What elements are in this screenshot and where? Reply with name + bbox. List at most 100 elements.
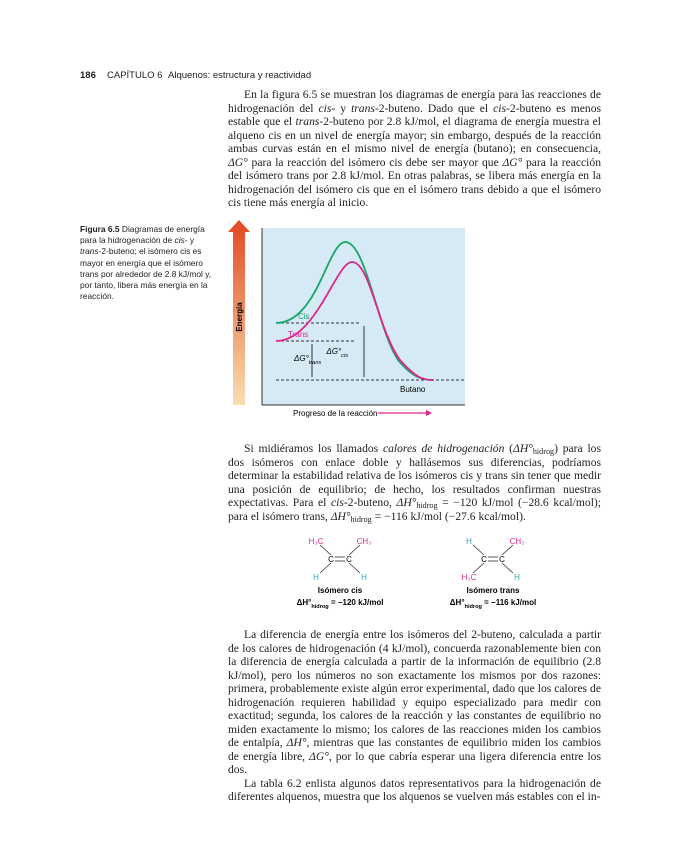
y-axis-label: Energía bbox=[235, 302, 244, 332]
text-segment: -2-buteno es menos estable que el bbox=[228, 101, 602, 129]
text-segment: calores de hidrogenación bbox=[382, 442, 505, 455]
substituent: H₃C bbox=[462, 573, 477, 582]
substituent: H₃C bbox=[309, 537, 324, 546]
carbon: C bbox=[499, 555, 505, 564]
substituent: H bbox=[466, 537, 472, 546]
carbon: C bbox=[346, 555, 352, 564]
delta-g-trans: ΔG°trans bbox=[293, 354, 321, 366]
text-segment: La tabla 6.2 enlista algunos datos repre… bbox=[228, 776, 601, 804]
text-segment: ΔG° bbox=[309, 749, 329, 763]
paragraph: Si midiéramos los llamados calores de hi… bbox=[228, 442, 601, 523]
bond bbox=[319, 544, 332, 556]
text-segment: ΔH° bbox=[297, 598, 312, 607]
text-segment: ΔG° bbox=[293, 354, 310, 363]
text-segment: ΔG° bbox=[228, 155, 248, 169]
figure-caption: Figura 6.5 Diagramas de energía para la … bbox=[80, 224, 212, 302]
substituent: H bbox=[514, 573, 520, 582]
text-segment: ΔH° bbox=[286, 736, 307, 749]
substituent: CH₃ bbox=[510, 537, 525, 546]
text-segment: -2-buteno; el isómero cis es mayor en en… bbox=[80, 246, 212, 302]
text-segment: cis- bbox=[174, 235, 188, 246]
curve-label: Cis bbox=[298, 312, 310, 321]
text-segment: cis bbox=[331, 496, 344, 509]
text-segment: ΔH° bbox=[450, 598, 465, 607]
carbon: C bbox=[328, 555, 334, 564]
trans-curve bbox=[275, 261, 434, 381]
text-segment: Diagramas de energía para la hidrogenaci… bbox=[80, 224, 205, 246]
text-segment: = −116 kJ/mol (−27.6 kcal/mol). bbox=[371, 509, 526, 523]
x-axis-label: Progreso de la reacción bbox=[293, 409, 378, 418]
text-segment: trans bbox=[295, 115, 320, 128]
enthalpy: ΔH°hidrog = −120 kJ/mol bbox=[297, 598, 384, 610]
cis-curve bbox=[275, 241, 434, 381]
isomer-name: Isómero trans bbox=[467, 586, 520, 595]
text-segment: , por lo que cabría esperar una ligera d… bbox=[228, 749, 601, 777]
substituent: H bbox=[361, 573, 367, 582]
text-segment: hidrog bbox=[350, 514, 372, 524]
text-segment: ΔG° bbox=[502, 155, 523, 169]
text-segment: , mientras que las constantes de equilib… bbox=[228, 736, 601, 763]
page-number: 186 bbox=[80, 70, 96, 81]
substituent: CH₃ bbox=[357, 537, 372, 546]
text-segment: = −120 kJ/mol bbox=[329, 598, 384, 607]
progress-arrow-head bbox=[426, 410, 432, 416]
paragraph: En la figura 6.5 se muestran los diagram… bbox=[228, 88, 601, 210]
text-segment: hidrog bbox=[311, 604, 329, 610]
enthalpy: ΔH°hidrog = −116 kJ/mol bbox=[450, 598, 536, 610]
text-segment: La diferencia de energía entre los isóme… bbox=[228, 628, 601, 749]
curve-label: Trans bbox=[288, 330, 308, 339]
text-segment: cis- bbox=[318, 101, 336, 115]
text-segment: = −120 kJ/mol (−28.6 kcal/mol); para el … bbox=[228, 496, 601, 523]
text-block: La diferencia de energía entre los isóme… bbox=[228, 628, 601, 804]
text-segment: ( bbox=[504, 442, 514, 455]
bond bbox=[472, 544, 485, 556]
text-segment: trans bbox=[351, 101, 375, 115]
bond bbox=[319, 562, 332, 574]
text-segment: Figura 6.5 bbox=[80, 224, 120, 234]
paragraph: La diferencia de energía entre los isóme… bbox=[228, 628, 601, 777]
text-segment: Si midiéramos los llamados bbox=[244, 442, 383, 455]
energy-arrow bbox=[233, 230, 245, 405]
bond bbox=[348, 562, 361, 574]
text-block: En la figura 6.5 se muestran los diagram… bbox=[228, 88, 601, 210]
text-segment: -2-buteno. Dado que el bbox=[374, 101, 494, 115]
bond bbox=[348, 544, 361, 556]
text-segment: y bbox=[187, 235, 195, 246]
text-segment: -2-buteno, bbox=[343, 496, 397, 509]
energy-arrow-head bbox=[228, 220, 250, 232]
substituent: H bbox=[313, 573, 319, 582]
plot-panel bbox=[262, 228, 465, 405]
text-segment: trans bbox=[309, 360, 322, 366]
text-segment: -2-buteno por 2.8 kJ/mol, el diagrama de… bbox=[228, 115, 602, 155]
text-segment: En la figura 6.5 se muestran los diagram… bbox=[228, 88, 601, 115]
text-segment: ΔG° bbox=[325, 347, 342, 356]
text-segment: ΔH° bbox=[330, 509, 351, 523]
text-segment: hidrog bbox=[416, 501, 438, 510]
text-segment: cis bbox=[341, 353, 348, 359]
text-segment: y bbox=[335, 101, 352, 115]
text-segment: cis bbox=[493, 101, 506, 115]
bond bbox=[501, 544, 514, 556]
text-segment: trans bbox=[80, 246, 99, 257]
text-segment: ΔH° bbox=[513, 442, 533, 455]
text-segment: para la reacción del isómero trans por 2… bbox=[228, 155, 601, 210]
paragraph: La tabla 6.2 enlista algunos datos repre… bbox=[228, 777, 601, 804]
text-segment: hidrog bbox=[465, 604, 483, 610]
bond bbox=[472, 562, 485, 574]
product-label: Butano bbox=[400, 385, 426, 394]
energy-diagram: Energía Cis Trans ΔG°trans ΔG°cis Butano… bbox=[228, 220, 465, 418]
text-segment: ΔH° bbox=[396, 496, 417, 509]
carbon: C bbox=[481, 555, 487, 564]
text-segment: para la reacción del isómero cis debe se… bbox=[247, 155, 503, 169]
bond bbox=[501, 562, 514, 574]
text-segment: = −116 kJ/mol bbox=[482, 598, 536, 607]
chapter: CAPÍTULO 6 bbox=[107, 70, 163, 81]
text-segment: hidrog bbox=[532, 447, 555, 456]
delta-g-cis: ΔG°cis bbox=[325, 347, 348, 359]
isomer-name: Isómero cis bbox=[318, 586, 363, 595]
text-segment: ) para los dos isómeros con enlace doble… bbox=[228, 442, 601, 509]
chapter-title: Alquenos: estructura y reactividad bbox=[168, 70, 312, 81]
